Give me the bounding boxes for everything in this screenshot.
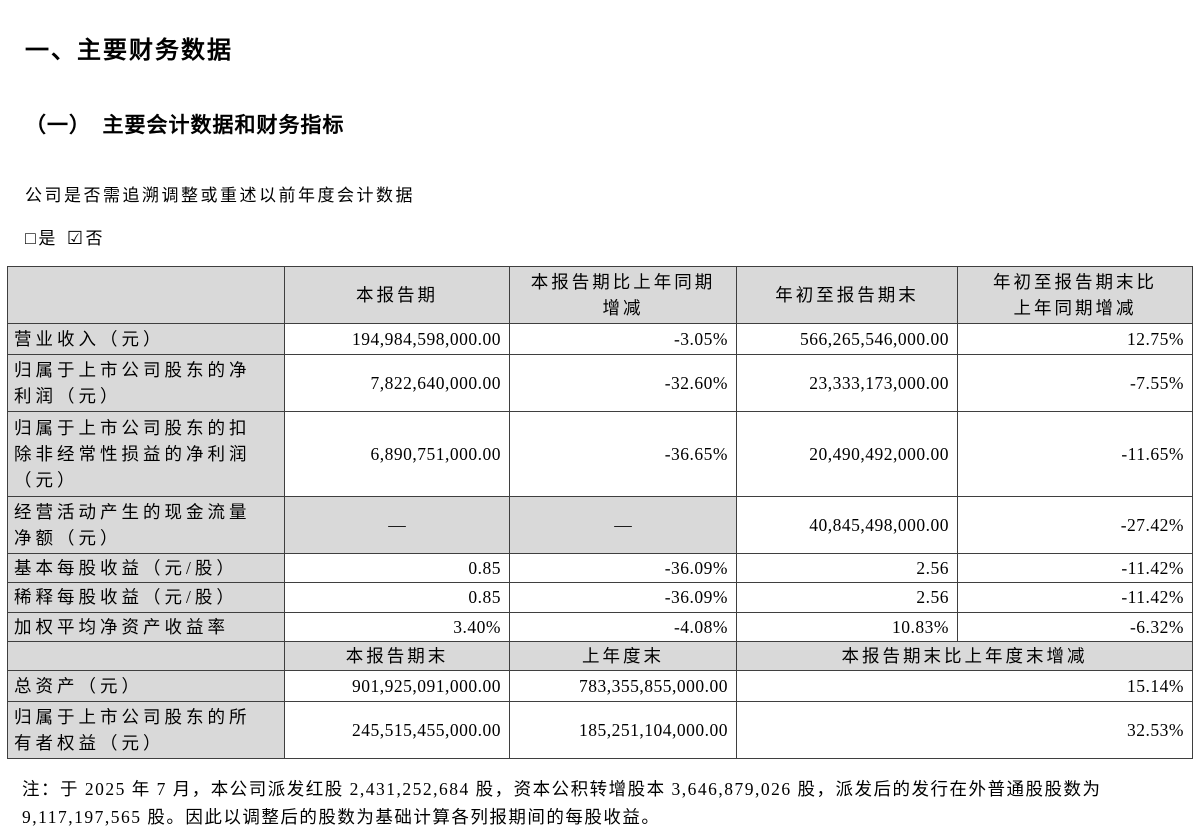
col-header-ytd-yoy: 年初至报告期末比 上年同期增减 (957, 266, 1193, 324)
value-cell: -32.60% (509, 354, 737, 412)
corner-header-cell (7, 640, 285, 672)
checkbox-option-yes: □是 (25, 228, 57, 248)
table-row-weighted-roe: 加权平均净资产收益率 3.40% -4.08% 10.83% -6.32% (7, 611, 1193, 642)
subsection-heading: （一） 主要会计数据和财务指标 (25, 114, 345, 137)
empty-dash-cell: — (509, 496, 737, 554)
value-cell: -6.32% (957, 611, 1193, 642)
value-cell: 7,822,640,000.00 (284, 354, 510, 412)
row-label-cell: 归属于上市公司股东的所 有者权益（元） (7, 701, 285, 759)
value-cell: 185,251,104,000.00 (509, 701, 737, 759)
checkbox-no-label: 否 (85, 229, 105, 248)
value-cell: 245,515,455,000.00 (284, 701, 510, 759)
table-row-total-assets: 总资产（元） 901,925,091,000.00 783,355,855,00… (7, 670, 1193, 702)
table-row-revenue: 营业收入（元） 194,984,598,000.00 -3.05% 566,26… (7, 323, 1193, 355)
row-label-cell: 归属于上市公司股东的扣 除非经常性损益的净利润 （元） (7, 411, 285, 497)
table-row-diluted-eps: 稀释每股收益（元/股） 0.85 -36.09% 2.56 -11.42% (7, 582, 1193, 613)
table-row-deducted-net-profit: 归属于上市公司股东的扣 除非经常性损益的净利润 （元） 6,890,751,00… (7, 411, 1193, 497)
value-cell: -4.08% (509, 611, 737, 642)
row-label-cell: 营业收入（元） (7, 323, 285, 355)
value-cell: -27.42% (957, 496, 1193, 554)
checkbox-option-no: ☑否 (66, 228, 105, 248)
table-row-basic-eps: 基本每股收益（元/股） 0.85 -36.09% 2.56 -11.42% (7, 552, 1193, 584)
value-cell: -3.05% (509, 323, 737, 355)
value-cell: 3.40% (284, 611, 510, 642)
table-row-operating-cash-flow: 经营活动产生的现金流量 净额（元） — — 40,845,498,000.00 … (7, 496, 1193, 554)
value-cell: 40,845,498,000.00 (736, 496, 958, 554)
value-cell: 566,265,546,000.00 (736, 323, 958, 355)
value-cell: -36.65% (509, 411, 737, 497)
col-header-current-period: 本报告期 (284, 266, 510, 324)
row-label-cell: 基本每股收益（元/股） (7, 552, 285, 584)
value-cell: -36.09% (509, 582, 737, 613)
value-cell: 23,333,173,000.00 (736, 354, 958, 412)
value-cell: 12.75% (957, 323, 1193, 355)
value-cell: -36.09% (509, 552, 737, 584)
row-label-cell: 总资产（元） (7, 670, 285, 702)
col-header-current-period-yoy: 本报告期比上年同期 增减 (509, 266, 737, 324)
value-cell: 0.85 (284, 582, 510, 613)
section-heading: 一、主要财务数据 (25, 37, 233, 64)
row-label-cell: 加权平均净资产收益率 (7, 611, 285, 642)
value-cell: -7.55% (957, 354, 1193, 412)
value-cell: 0.85 (284, 552, 510, 584)
value-cell: 2.56 (736, 552, 958, 584)
checkbox-unchecked-icon: □ (25, 228, 38, 248)
table-row-owners-equity: 归属于上市公司股东的所 有者权益（元） 245,515,455,000.00 1… (7, 701, 1193, 759)
corner-header-cell (7, 266, 285, 324)
value-cell: 194,984,598,000.00 (284, 323, 510, 355)
row-label-cell: 归属于上市公司股东的净 利润（元） (7, 354, 285, 412)
balance-header-row: 本报告期末 上年度末 本报告期末比上年度末增减 (7, 640, 1193, 672)
col-header-end-of-prior-year: 上年度末 (509, 640, 737, 672)
value-cell: -11.65% (957, 411, 1193, 497)
checkbox-yes-label: 是 (38, 229, 57, 248)
row-label-cell: 稀释每股收益（元/股） (7, 582, 285, 613)
table-row-net-profit: 归属于上市公司股东的净 利润（元） 7,822,640,000.00 -32.6… (7, 354, 1193, 412)
col-header-end-of-period: 本报告期末 (284, 640, 510, 672)
restatement-question: 公司是否需追溯调整或重述以前年度会计数据 (25, 186, 415, 205)
value-cell: 15.14% (736, 670, 1193, 702)
col-header-period-end-change: 本报告期末比上年度末增减 (736, 640, 1193, 672)
empty-dash-cell: — (284, 496, 510, 554)
value-cell: -11.42% (957, 582, 1193, 613)
value-cell: 32.53% (736, 701, 1193, 759)
value-cell: 10.83% (736, 611, 958, 642)
row-label-cell: 经营活动产生的现金流量 净额（元） (7, 496, 285, 554)
value-cell: -11.42% (957, 552, 1193, 584)
footnote: 注：于 2025 年 7 月，本公司派发红股 2,431,252,684 股，资… (22, 779, 1102, 827)
value-cell: 20,490,492,000.00 (736, 411, 958, 497)
col-header-ytd: 年初至报告期末 (736, 266, 958, 324)
restatement-options: □是 ☑否 (25, 224, 1200, 249)
period-header-row: 本报告期 本报告期比上年同期 增减 年初至报告期末 年初至报告期末比 上年同期增… (7, 266, 1193, 324)
value-cell: 901,925,091,000.00 (284, 670, 510, 702)
checkbox-checked-icon: ☑ (66, 228, 85, 248)
value-cell: 783,355,855,000.00 (509, 670, 737, 702)
value-cell: 2.56 (736, 582, 958, 613)
value-cell: 6,890,751,000.00 (284, 411, 510, 497)
financial-data-table: 本报告期 本报告期比上年同期 增减 年初至报告期末 年初至报告期末比 上年同期增… (7, 266, 1193, 759)
